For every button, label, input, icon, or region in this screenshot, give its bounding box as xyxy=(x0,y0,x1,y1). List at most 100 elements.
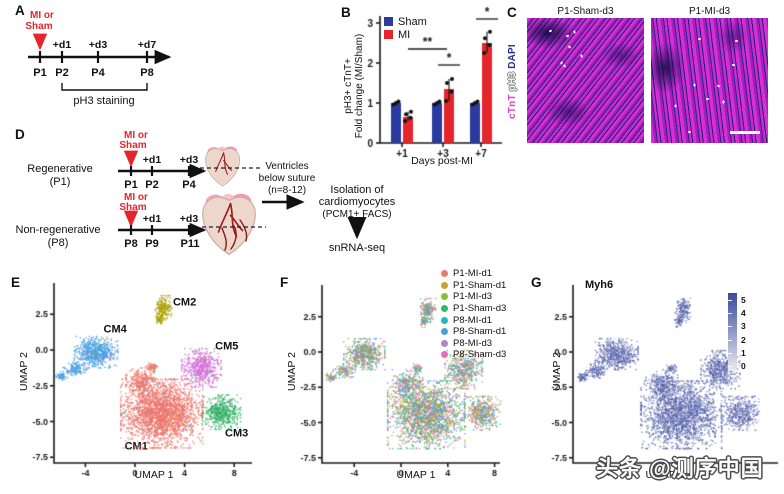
colorbar-tick-label: 1 xyxy=(741,347,746,358)
d-row2-mi-or-sham-line2: Sham xyxy=(119,202,146,213)
d-row1-p2: P2 xyxy=(145,179,158,191)
d-row2-ticks xyxy=(129,225,191,235)
ph3-speck xyxy=(735,39,739,43)
sample-legend-label: P1-Sham-d3 xyxy=(453,303,507,315)
ph3-speck xyxy=(693,83,696,87)
e-y-axis-title: UMAP 2 xyxy=(18,352,30,391)
regenerative-sub-label: (P1) xyxy=(50,176,71,188)
ctnt-channel-label: cTnT xyxy=(507,94,518,119)
g-y-axis-title: UMAP 2 xyxy=(551,352,563,391)
p8-heart-icon xyxy=(201,192,257,256)
dapi-channel-label: DAPI xyxy=(507,44,518,69)
d-row1-p4: P4 xyxy=(182,179,196,191)
legend-item-p8-sham-d3: P8-Sham-d3 xyxy=(441,349,506,361)
mi-or-sham-label-line1: MI or xyxy=(30,10,54,21)
legend-item-p8-mi-d1: P8-MI-d1 xyxy=(441,314,506,326)
mi-swatch-icon xyxy=(384,30,393,39)
legend-item-p8-mi-d3: P8-MI-d3 xyxy=(441,338,506,350)
sample-swatch-icon xyxy=(441,339,448,347)
ph3-speck xyxy=(580,54,584,58)
sample-swatch-icon xyxy=(441,316,448,324)
colorbar-tick-label: 0 xyxy=(741,361,746,371)
panel-letter-f: F xyxy=(280,275,289,290)
age-p1: P1 xyxy=(33,67,46,79)
ph3-speck xyxy=(731,64,736,67)
snrnaseq-label: snRNA-seq xyxy=(329,242,385,254)
legend-item-p1-mi-d3: P1-MI-d3 xyxy=(441,291,506,303)
ph3-speck xyxy=(565,34,570,38)
ph3-speck xyxy=(548,29,552,34)
sample-swatch-icon xyxy=(441,328,448,336)
isolation-line3: (PCM1+ FACS) xyxy=(322,209,391,220)
mi-or-sham-label-line2: Sham xyxy=(25,21,52,32)
d-row2-p9: P9 xyxy=(145,238,158,250)
panel-letter-a: A xyxy=(15,3,25,18)
d-row1-p1: P1 xyxy=(124,179,137,191)
f-x-axis-title: UMAP 1 xyxy=(396,469,436,481)
ventricles-line1: Ventricles xyxy=(265,161,308,172)
age-p8: P8 xyxy=(140,67,153,79)
d-row2-p8: P8 xyxy=(124,238,137,250)
ph3-speck xyxy=(687,130,691,134)
ph3-speck xyxy=(716,84,721,88)
colorbar-tick-label: 5 xyxy=(741,295,746,305)
timepoint-d7: +d7 xyxy=(138,39,157,51)
d-row2-p11: P11 xyxy=(181,238,200,250)
d-row2-mi-or-sham-line1: MI or xyxy=(124,192,148,203)
d-row1-d1: +d1 xyxy=(143,154,162,166)
ventricles-line2: below suture xyxy=(259,173,316,184)
sample-legend-label: P1-Sham-d1 xyxy=(453,279,507,291)
d-row2-d1: +d1 xyxy=(143,213,162,225)
sample-swatch-icon xyxy=(441,305,448,313)
legend-item-p1-sham-d1: P1-Sham-d1 xyxy=(441,280,506,292)
colorbar-tick-label: 2 xyxy=(741,334,746,345)
staining-label: pH3 staining xyxy=(73,95,134,107)
g-gene-title: Myh6 xyxy=(585,279,614,291)
colorbar-tick-icon xyxy=(728,366,732,367)
b-legend: Sham MI xyxy=(384,15,427,41)
staining-bracket xyxy=(61,83,148,91)
panel-d-design: Regenerative (P1) MI or Sham +d1 +d3 P1 … xyxy=(16,130,396,256)
sample-legend-label: P1-MI-d3 xyxy=(453,291,493,303)
sample-swatch-icon xyxy=(441,281,448,289)
timeline-ticks xyxy=(38,51,149,63)
sample-legend-label: P8-MI-d3 xyxy=(453,337,493,349)
panel-letter-g: G xyxy=(531,275,542,290)
f-y-axis-title: UMAP 2 xyxy=(286,352,298,391)
ph3-speck xyxy=(705,97,710,101)
sample-swatch-icon xyxy=(441,293,448,301)
e-x-axis-title: UMAP 1 xyxy=(134,469,174,481)
legend-item-mi: MI xyxy=(384,28,427,41)
d-row1-mi-or-sham-line1: MI or xyxy=(124,130,148,141)
ph3-speck xyxy=(674,103,677,108)
sample-legend: P1-MI-d1 P1-Sham-d1 P1-MI-d3 P1-Sham-d3 P8-M… xyxy=(441,268,506,361)
ph3-channel-label: pH3 xyxy=(507,71,518,92)
regenerative-label: Regenerative xyxy=(27,163,92,175)
sham-legend-label: Sham xyxy=(398,15,427,28)
ph3-speck xyxy=(722,100,726,104)
colorbar-tick-icon xyxy=(728,339,732,341)
c-left-image-title: P1-Sham-d3 xyxy=(557,6,614,17)
legend-item-p1-sham-d3: P1-Sham-d3 xyxy=(441,303,506,315)
d-row1-mi-or-sham-line2: Sham xyxy=(119,140,146,151)
colorbar-tick-icon xyxy=(728,352,732,354)
mi-legend-label: MI xyxy=(398,28,411,41)
ph3-speck xyxy=(563,63,567,68)
panel-letter-d: D xyxy=(15,127,25,142)
nonregenerative-label: Non-regenerative xyxy=(16,224,101,236)
d-row1-d3: +d3 xyxy=(180,154,199,166)
legend-item-p8-sham-d1: P8-Sham-d1 xyxy=(441,326,506,338)
timepoint-d3: +d3 xyxy=(89,39,108,51)
colorbar-tick-icon xyxy=(728,313,732,315)
colorbar-tick-icon xyxy=(728,326,732,328)
watermark: 头条 @测序中国 xyxy=(596,456,764,481)
g-x-axis-title: UMAP 1 xyxy=(645,469,685,481)
b-x-axis-title: Days post-MI xyxy=(411,155,473,167)
ph3-speck xyxy=(568,45,572,49)
d-row1-ticks xyxy=(129,166,191,176)
panel-letter-e: E xyxy=(11,275,21,290)
expression-colorbar: 5 4 3 2 1 0 xyxy=(728,293,746,371)
colorbar-tick-label: 4 xyxy=(741,308,746,319)
sham-swatch-icon xyxy=(384,17,393,26)
